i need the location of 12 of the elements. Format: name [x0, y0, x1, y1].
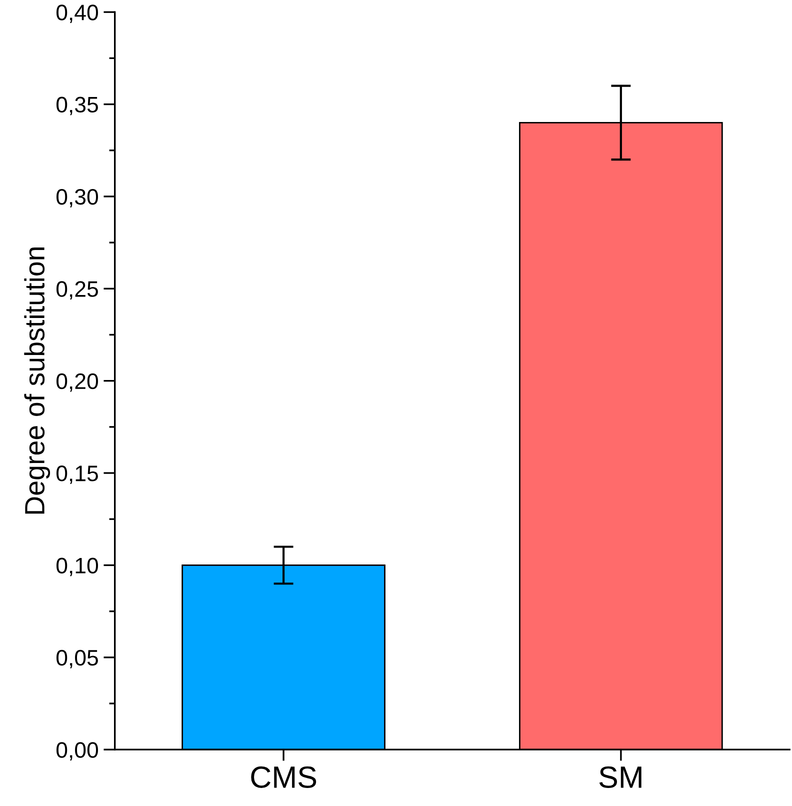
y-tick-label: 0,35	[56, 96, 98, 116]
x-tick-label: CMS	[251, 766, 316, 788]
y-tick-label: 0,00	[56, 742, 98, 760]
y-tick-label: 0,25	[56, 281, 98, 300]
y-axis-title: Degree of substitution	[24, 248, 50, 514]
y-tick-label: 0,30	[56, 188, 98, 208]
y-tick-label: 0,05	[56, 650, 98, 668]
x-tick-label: SM	[599, 766, 642, 788]
y-tick-label: 0,20	[56, 373, 98, 392]
y-tick-label: 0,40	[56, 4, 98, 23]
y-tick-label: 0,10	[56, 558, 98, 576]
y-tick-label: 0,15	[56, 466, 98, 484]
